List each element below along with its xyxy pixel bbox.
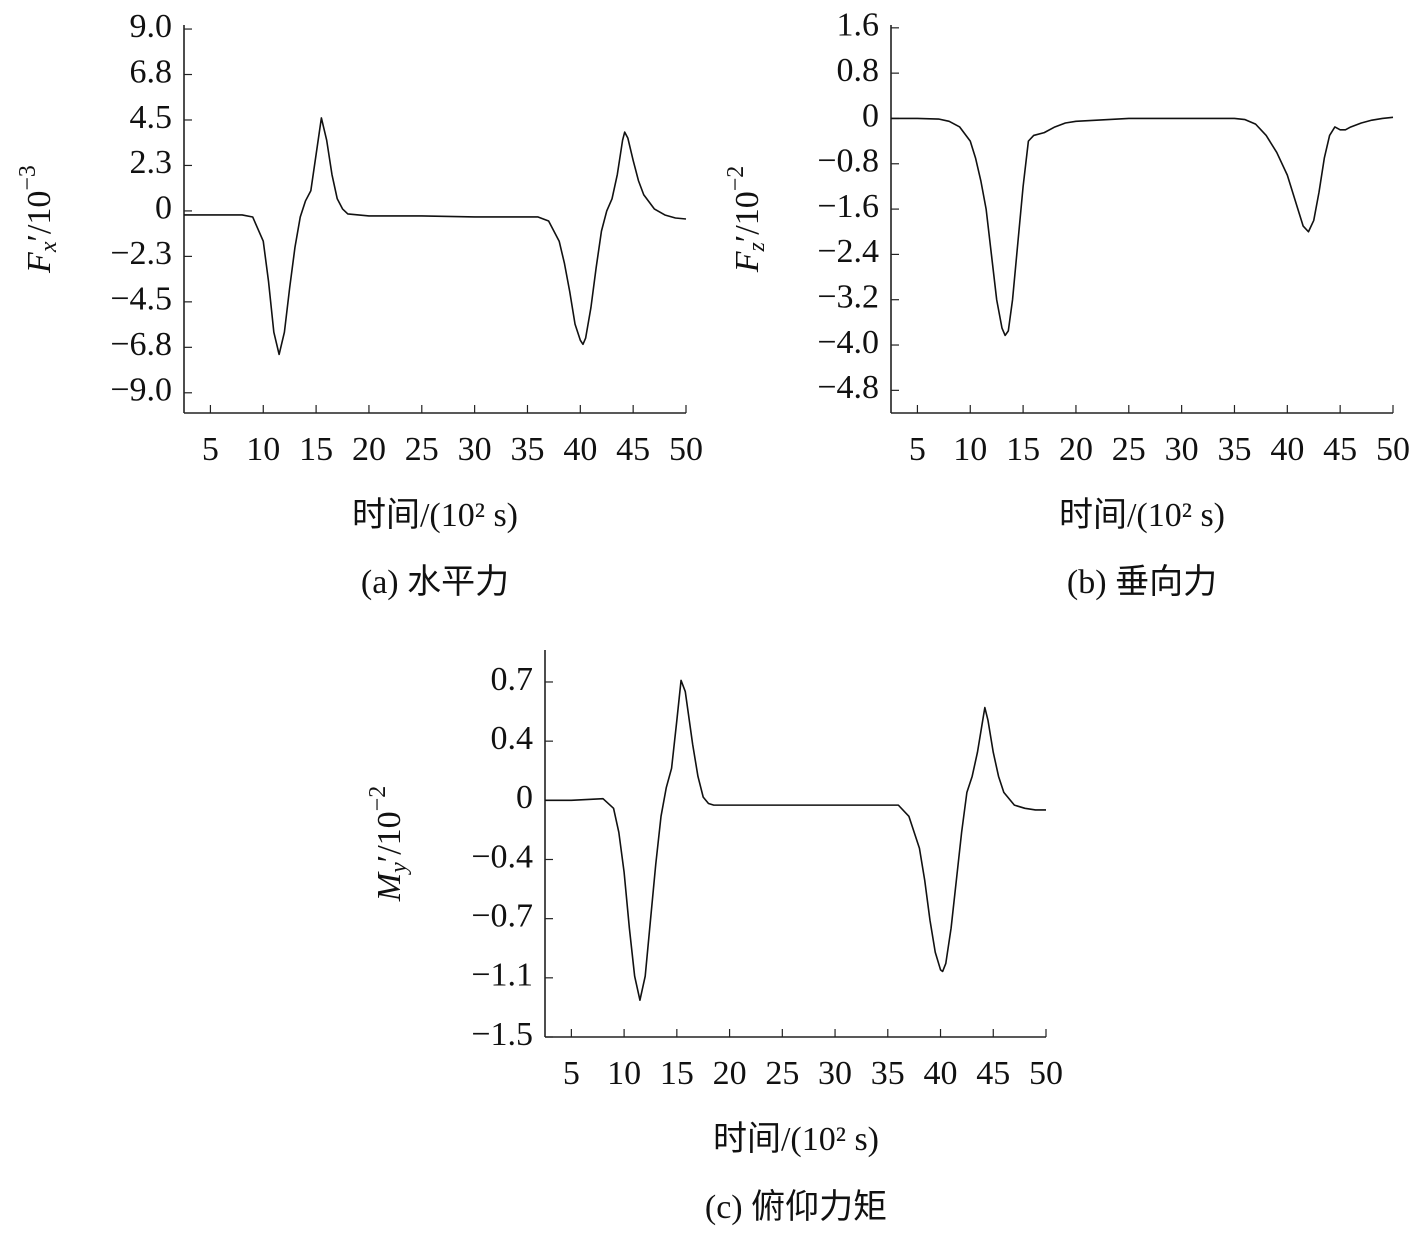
y-tick-label: 2.3 [130,144,173,181]
x-tick-label: 20 [1059,431,1093,468]
x-tick-label: 50 [669,431,703,468]
y-tick-label: −3.2 [817,279,879,316]
x-tick-label: 25 [1112,431,1146,468]
x-tick-label: 40 [924,1055,958,1092]
x-tick-label: 10 [607,1055,641,1092]
x-tick-label: 35 [1217,431,1251,468]
x-tick-label: 10 [953,431,987,468]
y-tick-label: 4.5 [130,99,173,136]
subplot: 9.0 6.8 4.5 2.3 0 −2.3 −4.5 −6.8 −9.0 5 10 15 20 25 30… [15,8,704,601]
x-tick-label: 50 [1029,1055,1063,1092]
y-tick-label: 6.8 [130,53,173,90]
y-label-exponent: −3 [15,165,41,191]
y-label-subscript: z [744,242,770,253]
x-tick-label: 45 [1323,431,1357,468]
y-tick-label: −1.6 [817,188,879,225]
y-label-unit: ′/10 [729,191,766,242]
y-label-exponent: −2 [365,786,391,812]
x-tick-label: 25 [765,1055,799,1092]
y-tick-label: −4.0 [817,324,879,361]
data-line [891,116,1394,337]
y-label-exponent: −2 [723,166,749,192]
x-tick-label: 5 [202,431,219,468]
x-tick-label: 35 [871,1055,905,1092]
x-tick-label: 25 [405,431,439,468]
y-axis-label: My′/10−2 [365,786,412,902]
x-axis-label: 时间/(10² s) [713,1121,879,1158]
x-axis-label: 时间/(10² s) [1059,497,1225,534]
y-label-subscript: y [386,862,412,875]
y-tick-label: −0.7 [471,897,533,934]
x-tick-label: 45 [616,431,650,468]
data-line [545,679,1046,1002]
data-line [184,117,687,356]
y-tick-label: −9.0 [110,372,172,409]
y-label-unit: ′/10 [21,191,58,242]
x-tick-label: 50 [1376,431,1410,468]
y-axis-label: Fz′/10−2 [723,166,770,274]
y-tick-label: 0 [862,97,879,134]
x-tick-label: 30 [1165,431,1199,468]
x-tick-label: 5 [563,1055,580,1092]
caption: (c) 俯仰力矩 [705,1188,887,1226]
x-tick-label: 15 [1006,431,1040,468]
y-tick-label: 1.6 [837,7,880,44]
y-tick-label: 9.0 [130,8,173,45]
y-tick-label: −0.8 [817,143,879,180]
y-label-subscript: x [36,241,62,253]
y-label-unit: ′/10 [371,811,408,862]
x-axis-label: 时间/(10² s) [352,497,518,534]
caption: (a) 水平力 [361,563,509,601]
x-tick-label: 15 [660,1055,694,1092]
y-tick-label: −2.3 [110,235,172,272]
y-tick-label: −1.5 [471,1016,533,1053]
x-tick-label: 10 [246,431,280,468]
x-tick-label: 5 [909,431,926,468]
y-tick-label: −6.8 [110,326,172,363]
y-tick-label: −0.4 [471,838,533,875]
x-tick-label: 20 [352,431,386,468]
caption: (b) 垂向力 [1067,563,1217,601]
y-label-symbol: M [371,871,408,902]
x-tick-label: 15 [299,431,333,468]
y-tick-label: −1.1 [471,957,533,994]
y-label-symbol: F [21,251,58,274]
y-tick-label: 0.4 [491,720,534,757]
subplot: 0.7 0.4 0 −0.4 −0.7 −1.1 −1.5 5 10 15 20 25 30 35 40 45… [365,650,1063,1226]
y-label-symbol: F [729,250,766,273]
y-tick-label: 0.8 [837,52,880,89]
x-tick-label: 30 [818,1055,852,1092]
x-tick-label: 20 [713,1055,747,1092]
y-tick-label: 0 [516,779,533,816]
y-tick-label: −4.8 [817,369,879,406]
y-tick-label: −2.4 [817,233,879,270]
subplot: 1.6 0.8 0 −0.8 −1.6 −2.4 −3.2 −4.0 −4.8 5 10 15 20 25… [723,7,1411,601]
y-tick-label: −4.5 [110,281,172,318]
x-tick-label: 40 [563,431,597,468]
y-tick-label: 0 [155,190,172,227]
x-tick-label: 30 [458,431,492,468]
y-axis-label: Fx′/10−3 [15,165,62,274]
x-tick-label: 40 [1270,431,1304,468]
y-tick-label: 0.7 [491,661,534,698]
x-tick-label: 45 [976,1055,1010,1092]
x-tick-label: 35 [510,431,544,468]
